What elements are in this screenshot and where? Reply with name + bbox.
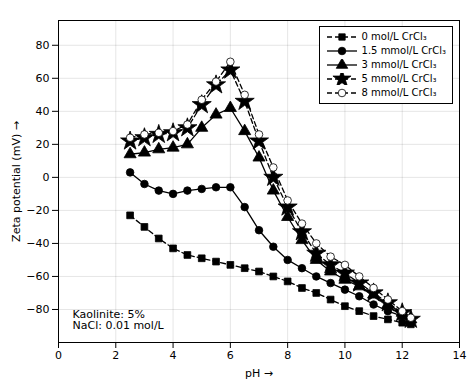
svg-text:pH →: pH →: [245, 367, 273, 380]
svg-text:12: 12: [395, 349, 409, 362]
svg-text:Zeta potential (mV) →: Zeta potential (mV) →: [10, 121, 23, 242]
svg-text:40: 40: [36, 105, 50, 118]
svg-text:−40: −40: [26, 237, 49, 250]
svg-text:20: 20: [36, 138, 50, 151]
html-text:3 mmol/L CrCl₃: 3 mmol/L CrCl₃: [361, 59, 437, 70]
svg-text:6: 6: [227, 349, 234, 362]
html-text:8 mmol/L CrCl₃: 8 mmol/L CrCl₃: [361, 87, 437, 98]
svg-text:60: 60: [36, 72, 50, 85]
svg-text:14: 14: [453, 349, 467, 362]
html-text:0 mol/L CrCl₃: 0 mol/L CrCl₃: [361, 31, 427, 42]
svg-text:0: 0: [55, 349, 62, 362]
svg-text:4: 4: [170, 349, 177, 362]
svg-text:−80: −80: [26, 303, 49, 316]
svg-text:−20: −20: [26, 204, 49, 217]
svg-text:Kaolinite: 5%NaCl: 0.01 mol/L: Kaolinite: 5%NaCl: 0.01 mol/L: [73, 308, 165, 332]
svg-text:−60: −60: [26, 270, 49, 283]
svg-text:80: 80: [36, 39, 50, 52]
svg-text:0: 0: [43, 171, 50, 184]
html-text:1.5 mmol/L CrCl₃: 1.5 mmol/L CrCl₃: [361, 45, 446, 56]
html-text:5 mmol/L CrCl₃: 5 mmol/L CrCl₃: [361, 73, 437, 84]
svg-text:10: 10: [338, 349, 352, 362]
svg-text:8: 8: [284, 349, 291, 362]
svg-text:2: 2: [112, 349, 119, 362]
